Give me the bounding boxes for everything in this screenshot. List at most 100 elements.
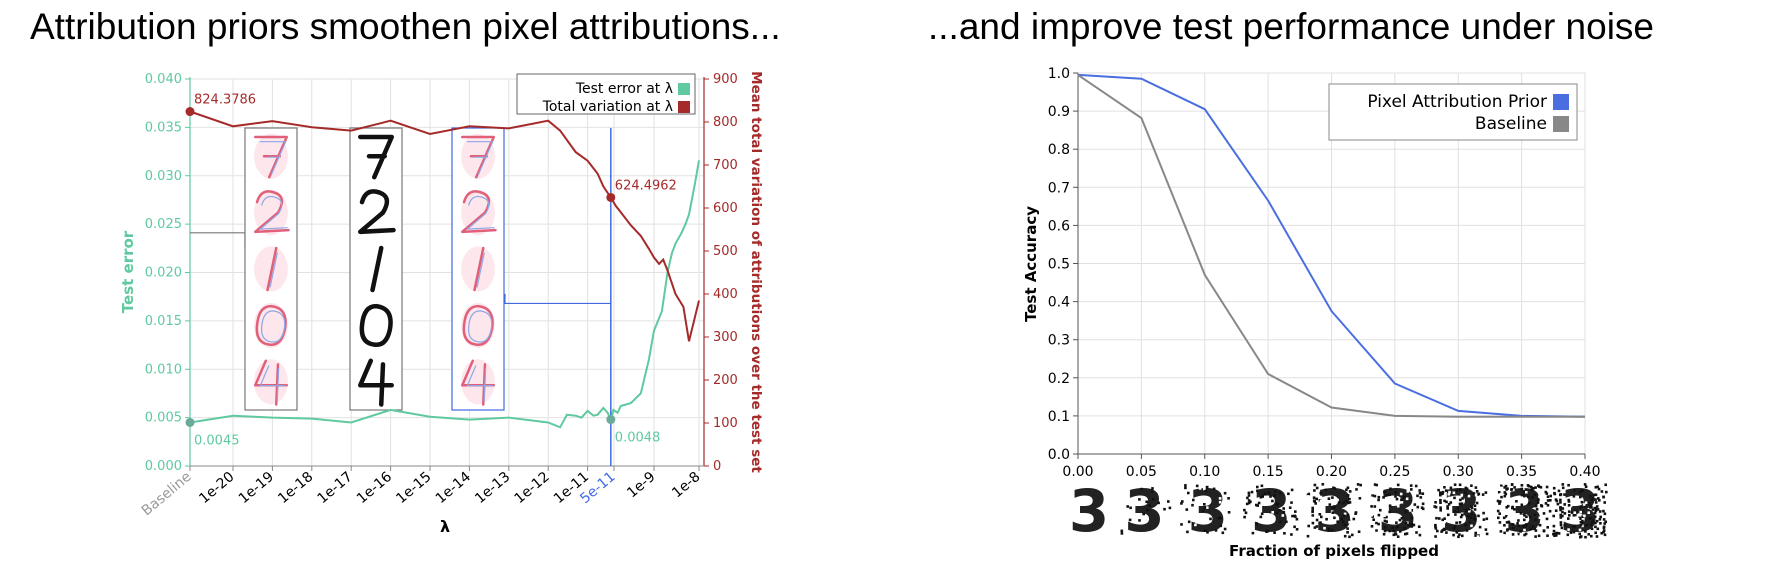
flipped-pixel [1146,508,1149,512]
flipped-pixel [1517,532,1520,536]
flipped-pixel [1445,500,1448,504]
flipped-pixel [1290,488,1294,492]
flipped-pixel [1459,498,1462,502]
flipped-pixel [1203,506,1207,509]
flipped-pixel [1552,514,1555,518]
flipped-pixel [1383,515,1387,519]
flipped-pixel [1561,483,1565,486]
flipped-pixel [1439,501,1442,504]
flipped-pixel [1186,530,1189,534]
x-tick-label: Baseline [139,469,195,519]
flipped-pixel [1274,490,1277,493]
flipped-pixel [1482,518,1486,521]
flipped-pixel [1250,503,1254,506]
flipped-pixel [1579,523,1583,527]
flipped-pixel [1552,524,1556,528]
flipped-pixel [1485,532,1489,536]
digit-0-glyph [462,304,494,347]
flipped-pixel [1382,496,1385,499]
flipped-pixel [1148,504,1151,507]
flipped-pixel [1421,492,1425,495]
flipped-pixel [1273,531,1276,534]
flipped-pixel [1581,521,1584,524]
x-tick-label: 0.20 [1316,464,1347,480]
flipped-pixel [1507,520,1511,524]
flipped-pixel [1526,484,1530,487]
flipped-pixel [1503,524,1506,527]
flipped-pixel [1370,525,1374,528]
flipped-pixel [1572,514,1576,517]
flipped-pixel [1375,531,1378,535]
flipped-pixel [1383,529,1387,533]
flipped-pixel [1599,522,1602,525]
flipped-pixel [1485,517,1489,521]
flipped-pixel [1566,497,1569,500]
flipped-pixel [1594,493,1598,497]
flipped-pixel [1167,500,1170,503]
flipped-pixel [1501,487,1504,490]
x-tick-label: 0.15 [1253,464,1284,480]
flipped-pixel [1589,523,1593,527]
flipped-pixel [1497,516,1500,520]
flipped-pixel [1375,508,1378,512]
flipped-pixel [1600,490,1604,493]
flipped-pixel [1505,521,1509,524]
flipped-pixel [1538,495,1541,498]
flipped-pixel [1251,531,1255,535]
flipped-pixel [1520,493,1524,497]
noise-tile: 3 [1552,477,1608,545]
flipped-pixel [1561,514,1564,518]
flipped-pixel [1452,491,1456,495]
flipped-pixel [1256,504,1259,507]
flipped-pixel [1477,492,1481,496]
flipped-pixel [1218,497,1222,500]
flipped-pixel [1594,498,1597,501]
x-tick-label: 1e-14 [433,469,474,507]
noise-tile: 3 [1061,477,1117,545]
selected-inset-connector [504,299,611,305]
flipped-pixel [1212,487,1216,491]
flipped-pixel [1496,499,1500,503]
x-tick-label: 0.05 [1126,464,1157,480]
flipped-pixel [1187,491,1190,495]
flipped-pixel [1522,490,1526,494]
flipped-pixel [1191,503,1194,507]
flipped-pixel [1434,527,1438,530]
left-y-tick-label: 0.000 [145,459,182,474]
x-tick-label: 1e-20 [196,469,237,507]
right-y-tick-label: 0 [713,459,721,474]
flipped-pixel [1581,524,1584,528]
flipped-pixel [1588,494,1592,498]
flipped-pixel [1227,497,1230,500]
flipped-pixel [1247,491,1251,495]
digit-0-glyph [467,310,493,343]
flipped-pixel [1259,495,1263,499]
flipped-pixel [1511,523,1515,526]
flipped-pixel [1448,532,1451,536]
flipped-pixel [1245,502,1249,506]
flipped-pixel [1119,532,1122,536]
flipped-pixel [1537,498,1540,502]
flipped-pixel [1498,512,1501,515]
flipped-pixel [1328,503,1332,506]
flipped-pixel [1503,491,1507,494]
flipped-pixel [1447,496,1451,500]
flipped-pixel [1168,506,1172,510]
flipped-pixel [1138,519,1141,522]
right-y-axis-title: Mean total variation of attributions ove… [748,71,764,473]
flipped-pixel [1290,533,1293,536]
flipped-pixel [1545,485,1549,489]
flipped-pixel [1249,521,1253,525]
flipped-pixel [1377,513,1381,517]
flipped-pixel [1336,498,1339,502]
flipped-pixel [1412,512,1416,516]
digit-1-glyph [269,252,278,288]
flipped-pixel [1370,496,1374,500]
flipped-pixel [1214,529,1218,532]
flipped-pixel [1501,534,1505,537]
flipped-pixel [1545,517,1549,521]
flipped-pixel [1192,498,1195,502]
digit-7-glyph [466,141,494,175]
x-tick-label: 1e-17 [315,469,356,507]
flipped-pixel [1157,501,1160,505]
